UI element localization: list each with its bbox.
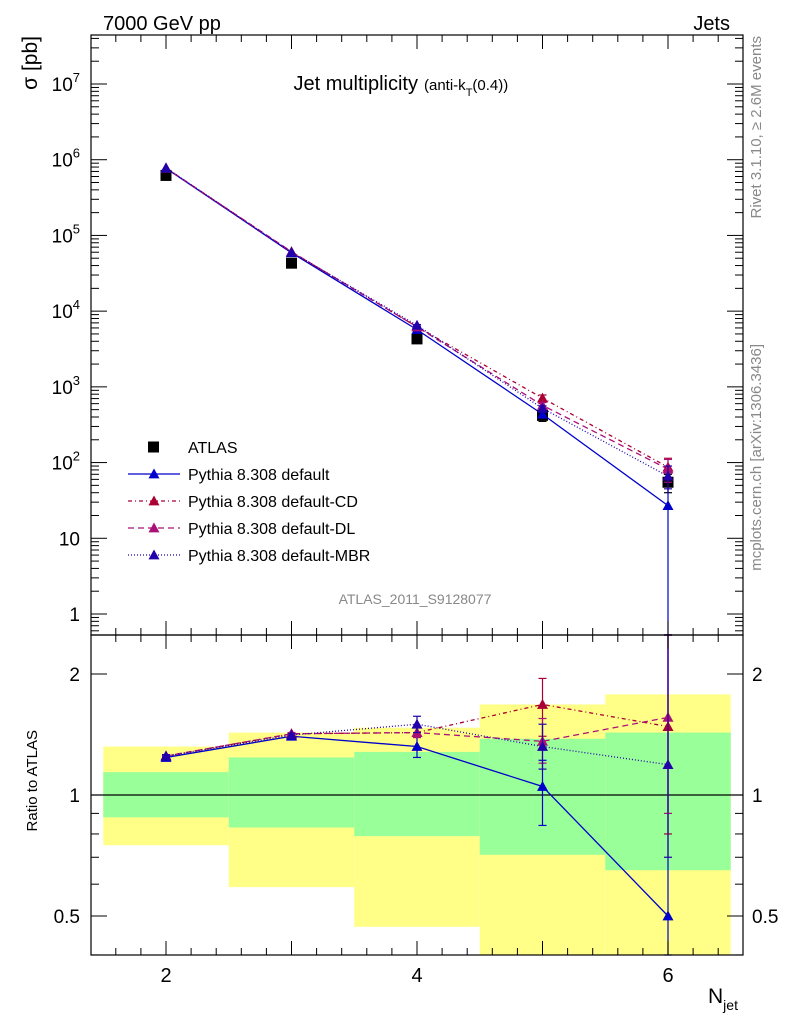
main-marker-1-4 bbox=[662, 500, 674, 511]
chart-title-sub: (anti-kT(0.4)) bbox=[424, 77, 508, 99]
legend-label-4: Pythia 8.308 default-MBR bbox=[188, 548, 370, 565]
main-marker-4-3 bbox=[537, 402, 548, 413]
analysis-id-label: ATLAS_2011_S9128077 bbox=[339, 591, 492, 607]
legend-marker-4 bbox=[148, 549, 160, 560]
main-data-point-0-2 bbox=[411, 333, 423, 345]
x-tick-label: 2 bbox=[160, 965, 171, 987]
ratio-band-green-2 bbox=[354, 751, 480, 837]
legend-label-0: ATLAS bbox=[188, 440, 238, 457]
ratio-y-axis-label: Ratio to ATLAS bbox=[24, 730, 41, 831]
main-series-line-3 bbox=[165, 167, 669, 470]
ratio-y-tick-label-right: 0.5 bbox=[752, 907, 778, 928]
ratio-marker-3-0 bbox=[160, 750, 172, 761]
category-label: Jets bbox=[693, 13, 730, 35]
main-y-tick-exponent: 7 bbox=[73, 70, 80, 85]
title-sub-main: (anti-k bbox=[424, 77, 466, 94]
legend-marker-2 bbox=[148, 495, 160, 506]
ratio-marker-3-4 bbox=[662, 759, 674, 770]
legend-label-2: Pythia 8.308 default-CD bbox=[188, 494, 358, 511]
legend-marker-1 bbox=[148, 468, 160, 479]
chart-title: Jet multiplicity bbox=[294, 73, 418, 95]
ratio-marker-0-2 bbox=[411, 741, 423, 751]
energy-label: 7000 GeV pp bbox=[103, 13, 221, 35]
main-y-axis-label: σ [pb] bbox=[19, 36, 42, 90]
main-y-tick-exponent: 2 bbox=[73, 449, 80, 464]
legend-marker-3 bbox=[148, 522, 160, 533]
mcplots-reference-label: mcplots.cern.ch [arXiv:1306.3436] bbox=[748, 344, 765, 571]
x-axis-label: Njet bbox=[708, 985, 738, 1013]
main-y-tick-label: 1 bbox=[69, 605, 80, 626]
ratio-series-line-3 bbox=[165, 723, 669, 766]
main-y-tick-exponent: 5 bbox=[73, 221, 80, 236]
legend-marker-atlas bbox=[148, 441, 159, 453]
main-data-point-0-0 bbox=[160, 169, 172, 181]
ratio-marker-1-3 bbox=[537, 698, 548, 709]
ratio-y-tick-label: 2 bbox=[69, 665, 80, 686]
title-sub-tail: (0.4)) bbox=[472, 77, 508, 94]
legend-label-3: Pythia 8.308 default-DL bbox=[188, 521, 355, 538]
title-sub-index: T bbox=[466, 87, 473, 99]
ratio-band-green-1 bbox=[228, 757, 355, 828]
x-axis-label-sub: jet bbox=[722, 997, 738, 1013]
legend-label-1: Pythia 8.308 default bbox=[188, 467, 330, 484]
ratio-marker-0-4 bbox=[662, 910, 674, 921]
ratio-y-tick-label-right: 2 bbox=[752, 665, 763, 686]
rivet-version-label: Rivet 3.1.10, ≥ 2.6M events bbox=[748, 36, 765, 219]
main-marker-4-4 bbox=[662, 470, 674, 481]
main-marker-4-1 bbox=[286, 246, 297, 257]
ratio-y-tick-label: 0.5 bbox=[54, 907, 80, 928]
legend: ATLAS Pythia 8.308 default Pythia 8.308 de… bbox=[128, 440, 370, 565]
x-tick-label: 4 bbox=[411, 965, 422, 987]
ratio-y-tick-label: 1 bbox=[69, 786, 80, 807]
ratio-marker-3-2 bbox=[411, 718, 423, 729]
ratio-marker-3-1 bbox=[286, 729, 297, 740]
ratio-y-tick-label-right: 1 bbox=[752, 786, 763, 807]
main-y-tick-exponent: 4 bbox=[73, 297, 80, 312]
main-marker-4-0 bbox=[160, 162, 172, 173]
ratio-marker-3-3 bbox=[537, 741, 548, 751]
main-y-tick-exponent: 3 bbox=[73, 373, 80, 388]
x-axis-label-main: N bbox=[708, 985, 723, 1008]
main-marker-2-3 bbox=[537, 392, 548, 403]
main-data-point-0-1 bbox=[286, 257, 297, 269]
main-y-tick-label: 10 bbox=[59, 529, 80, 550]
main-y-tick-exponent: 6 bbox=[73, 146, 80, 161]
main-marker-4-2 bbox=[411, 319, 423, 330]
main-marker-1-3 bbox=[537, 408, 548, 419]
series-layer bbox=[160, 162, 674, 956]
ratio-marker-0-3 bbox=[537, 780, 548, 791]
x-tick-label: 6 bbox=[662, 965, 673, 987]
